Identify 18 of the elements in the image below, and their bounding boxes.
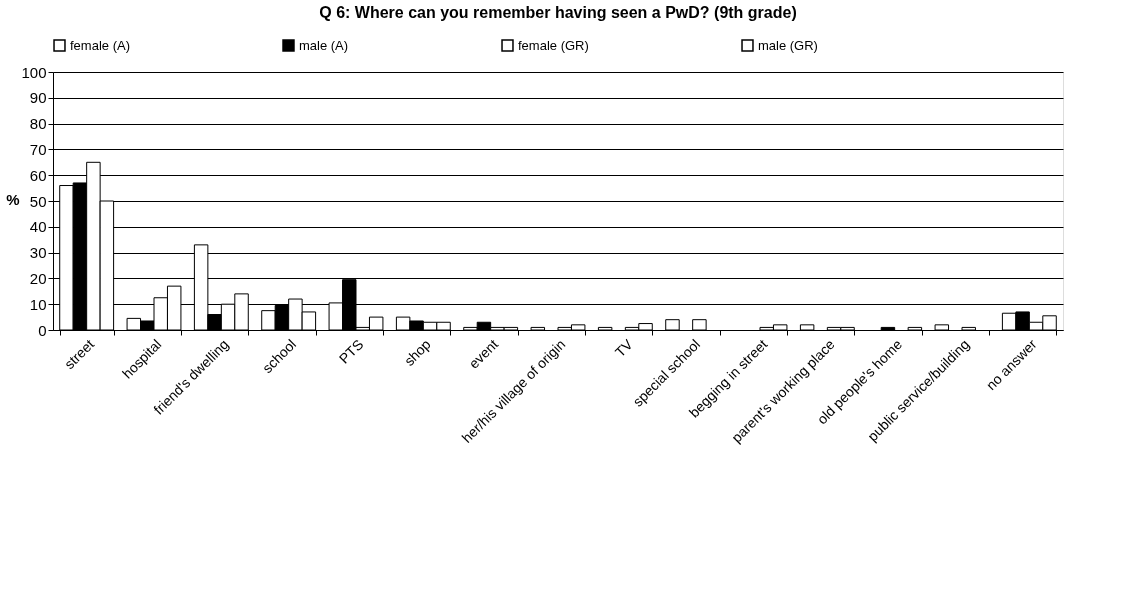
legend-label: male (GR) — [758, 37, 818, 53]
y-tick-label: 80 — [29, 115, 47, 133]
legend-label: female (A) — [70, 37, 130, 53]
y-tick-label: 90 — [29, 89, 47, 107]
y-tick-label: 50 — [29, 192, 47, 210]
y-tick-label: 30 — [29, 244, 47, 262]
y-tick-label: 70 — [29, 140, 47, 158]
y-axis-title: % — [6, 190, 20, 208]
legend-label: male (A) — [299, 37, 349, 53]
y-tick-label: 0 — [38, 321, 47, 339]
chart-title: Q 6: Where can you remember having seen a PwD? (9th grade) — [319, 4, 797, 21]
y-tick-label: 60 — [29, 166, 47, 184]
y-tick-label: 40 — [29, 218, 47, 236]
y-tick-label: 100 — [21, 63, 47, 81]
y-tick-label: 10 — [29, 295, 47, 313]
y-tick-label: 20 — [29, 269, 47, 287]
legend-label: female (GR) — [518, 37, 589, 53]
x-tick-label: TV — [611, 335, 637, 361]
